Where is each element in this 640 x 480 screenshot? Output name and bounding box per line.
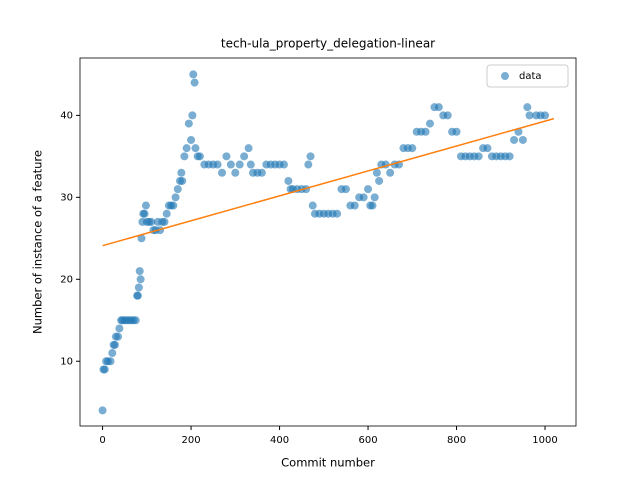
data-point	[182, 144, 191, 153]
data-point	[108, 349, 117, 358]
data-point	[180, 152, 189, 161]
data-point	[304, 160, 313, 169]
x-axis-label: Commit number	[281, 456, 375, 470]
data-point	[100, 365, 109, 374]
data-point	[452, 127, 461, 136]
data-point	[474, 152, 483, 161]
fit-line	[102, 117, 555, 247]
data-point	[257, 168, 266, 177]
data-point	[191, 144, 200, 153]
data-point	[306, 152, 315, 161]
y-tick-label: 40	[60, 110, 73, 121]
y-axis-label: Number of instance of a feature	[31, 150, 45, 334]
data-point	[375, 176, 384, 185]
x-tick-label: 600	[358, 435, 377, 446]
y-tick-label: 10	[60, 356, 73, 367]
data-point	[184, 119, 193, 128]
data-point	[284, 176, 293, 185]
data-point	[231, 168, 240, 177]
x-tick-label: 1000	[532, 435, 557, 446]
data-point	[368, 201, 377, 210]
data-point	[160, 217, 169, 226]
data-point	[141, 201, 150, 210]
data-point	[131, 316, 140, 325]
data-point	[136, 275, 145, 284]
data-point	[483, 144, 492, 153]
data-point	[279, 160, 288, 169]
data-point	[359, 193, 368, 202]
legend-label: data	[519, 71, 542, 82]
data-point	[341, 185, 350, 194]
data-point	[188, 111, 197, 120]
y-tick-label: 30	[60, 192, 73, 203]
data-point	[106, 357, 115, 366]
data-point	[177, 168, 186, 177]
data-point	[350, 201, 359, 210]
legend-box	[486, 64, 569, 88]
data-point	[134, 283, 143, 292]
x-tick-label: 0	[99, 435, 105, 446]
data-point	[213, 160, 222, 169]
data-point	[434, 103, 443, 112]
data-point	[333, 209, 342, 218]
data-point	[226, 160, 235, 169]
data-point	[518, 135, 527, 144]
data-point	[372, 168, 381, 177]
data-point	[308, 201, 317, 210]
data-point	[364, 185, 373, 194]
data-point	[190, 78, 199, 87]
data-point	[222, 152, 231, 161]
data-point	[244, 144, 253, 153]
data-point	[135, 267, 144, 276]
y-tick-label: 20	[60, 274, 73, 285]
data-point	[510, 135, 519, 144]
data-point	[147, 217, 156, 226]
data-point	[162, 209, 171, 218]
x-tick-label: 400	[270, 435, 289, 446]
data-point	[425, 119, 434, 128]
chart-title: tech-ula_property_delegation-linear	[221, 37, 435, 51]
data-point	[505, 152, 514, 161]
data-point	[541, 111, 550, 120]
data-point	[386, 168, 395, 177]
data-point	[240, 152, 249, 161]
data-point	[114, 332, 123, 341]
data-point	[115, 324, 124, 333]
data-point	[133, 291, 142, 300]
data-point	[187, 135, 196, 144]
data-point	[421, 127, 430, 136]
data-point	[370, 193, 379, 202]
x-tick-label: 800	[447, 435, 466, 446]
data-point	[178, 176, 187, 185]
plot-frame	[79, 57, 577, 427]
data-point	[98, 406, 107, 415]
data-point	[443, 111, 452, 120]
data-point	[189, 70, 198, 79]
data-point	[140, 209, 149, 218]
data-point	[246, 160, 255, 169]
data-point	[195, 152, 204, 161]
data-point	[525, 111, 534, 120]
data-point	[171, 193, 180, 202]
legend-marker	[501, 72, 509, 80]
x-tick-label: 200	[182, 435, 201, 446]
data-point	[173, 185, 182, 194]
data-point	[523, 103, 532, 112]
data-point	[218, 168, 227, 177]
data-point	[169, 201, 178, 210]
data-point	[110, 340, 119, 349]
data-point	[235, 160, 244, 169]
data-point	[137, 234, 146, 243]
data-point	[408, 144, 417, 153]
